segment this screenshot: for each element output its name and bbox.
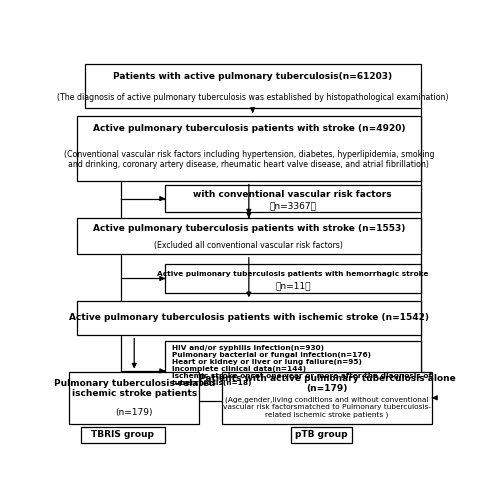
Text: TBRIS group: TBRIS group <box>91 430 154 440</box>
Text: (The diagnosis of active pulmonary tuberculosis was established by histopatholog: (The diagnosis of active pulmonary tuber… <box>57 92 449 102</box>
Text: (Age,gender,living conditions and without conventional
vascular risk factorsmatc: (Age,gender,living conditions and withou… <box>223 396 431 417</box>
Text: Active pulmonary tuberculosis patients with ischemic stroke (n=1542): Active pulmonary tuberculosis patients w… <box>69 314 429 322</box>
Bar <box>69 372 199 424</box>
Text: Patients with active pulmonary tuberculosis(n=61203): Patients with active pulmonary tuberculo… <box>113 72 392 80</box>
Bar <box>165 185 421 212</box>
Text: (Conventional vascular risk factors including hypertension, diabetes, hyperlipid: (Conventional vascular risk factors incl… <box>64 150 434 170</box>
Text: pTB group: pTB group <box>295 430 348 440</box>
Bar <box>222 372 432 424</box>
Text: （n=3367）: （n=3367） <box>269 201 317 210</box>
Bar <box>77 116 421 182</box>
Text: Active pulmonary tuberculosis patients with hemorrhagic stroke: Active pulmonary tuberculosis patients w… <box>157 271 428 277</box>
Bar <box>81 427 165 443</box>
Bar <box>77 300 421 336</box>
Bar <box>77 218 421 254</box>
Text: Active pulmonary tuberculosis patients with stroke (n=1553): Active pulmonary tuberculosis patients w… <box>93 224 405 234</box>
Text: HIV and/or syphilis infection(n=930)
Pulmonary bacterial or fungal infection(n=1: HIV and/or syphilis infection(n=930) Pul… <box>172 345 431 386</box>
Bar <box>291 427 352 443</box>
Text: with conventional vascular risk factors: with conventional vascular risk factors <box>193 190 392 199</box>
Bar <box>165 341 421 400</box>
Text: (Excluded all conventional vascular risk factors): (Excluded all conventional vascular risk… <box>154 241 343 250</box>
Text: (n=179): (n=179) <box>115 408 153 417</box>
Text: Pulmonary tuberculosis-related
ischemic stroke patients: Pulmonary tuberculosis-related ischemic … <box>54 379 215 398</box>
Text: Active pulmonary tuberculosis patients with stroke (n=4920): Active pulmonary tuberculosis patients w… <box>93 124 405 134</box>
Bar <box>165 264 421 293</box>
Text: Patients with active pulmonary tuberculosis alone
(n=179): Patients with active pulmonary tuberculo… <box>199 374 456 393</box>
Bar <box>85 64 421 108</box>
Text: （n=11）: （n=11） <box>275 281 311 290</box>
